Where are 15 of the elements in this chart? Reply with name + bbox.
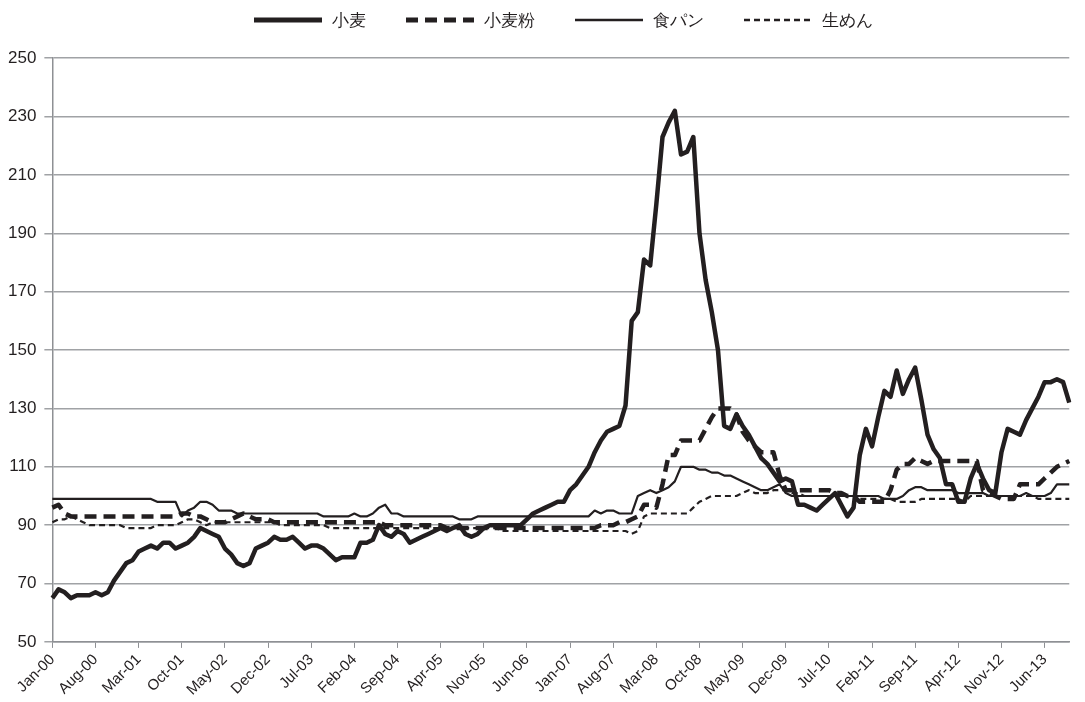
- y-tick-label: 110: [9, 456, 37, 476]
- y-tick-label: 70: [17, 573, 37, 593]
- y-tick-label: 210: [7, 164, 37, 184]
- y-tick-label: 170: [7, 281, 37, 301]
- y-tick-label: 130: [7, 398, 37, 418]
- y-tick-label: 190: [7, 223, 37, 242]
- y-tick-label: 50: [17, 631, 37, 651]
- y-tick-label: 150: [7, 339, 37, 359]
- y-tick-label: 230: [7, 106, 37, 126]
- legend-label: 小麦: [332, 9, 366, 32]
- legend-label: 食パン: [653, 9, 704, 32]
- y-tick-label: 90: [17, 514, 37, 534]
- y-tick-label: 250: [7, 47, 37, 67]
- legend-label: 生めん: [822, 9, 873, 32]
- legend-label: 小麦粉: [484, 9, 535, 32]
